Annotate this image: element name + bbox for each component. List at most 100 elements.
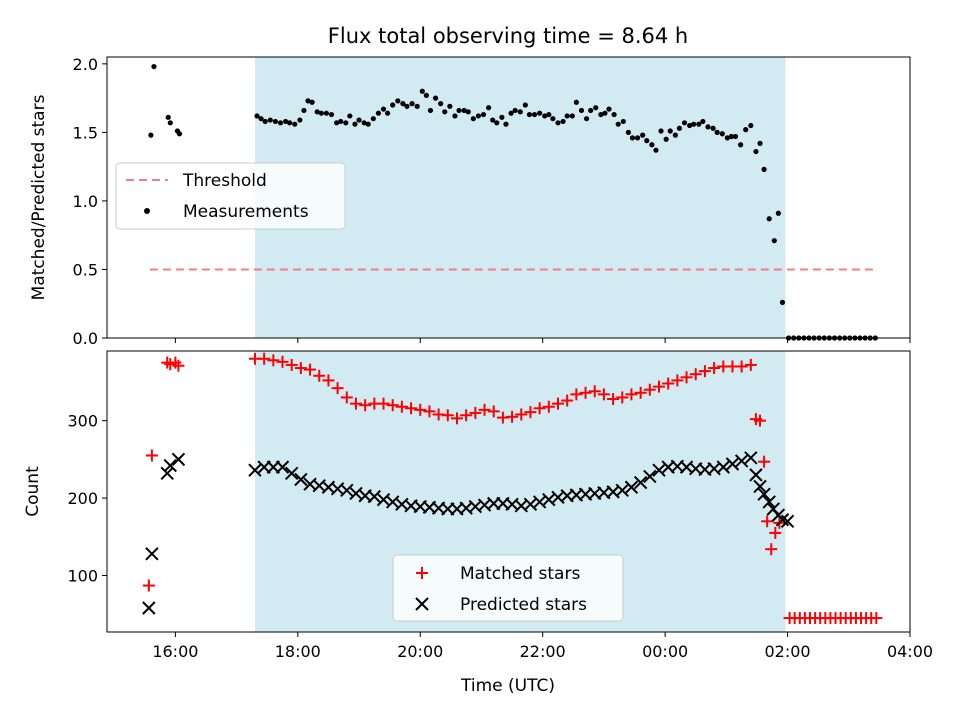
measurement-point (757, 140, 763, 146)
measurement-point (465, 109, 471, 115)
matched-star-point (708, 362, 721, 375)
measurement-point (490, 117, 496, 123)
measurement-point (634, 135, 641, 141)
matched-star-point (616, 391, 629, 404)
measurement-point (602, 110, 608, 116)
measurement-point (287, 120, 293, 126)
matched-star-point (607, 392, 620, 405)
measurement-point (318, 110, 324, 116)
matched-star-point (441, 409, 454, 422)
matched-star-point (164, 358, 177, 371)
measurement-point (560, 118, 566, 125)
matched-star-point (349, 397, 362, 410)
measurement-point (705, 124, 711, 130)
matched-star-point (570, 388, 583, 401)
matched-star-point (735, 360, 748, 373)
measurement-point (672, 132, 678, 138)
bottom-y-tick-label: 200 (67, 489, 98, 508)
matched-star-point (634, 386, 647, 399)
predicted-star-point (753, 479, 767, 494)
bottom-y-axis-label: Count (23, 466, 43, 517)
matched-star-point (414, 403, 427, 416)
measurement-point (503, 121, 509, 127)
measurement-point (653, 147, 659, 153)
measurement-point (555, 120, 561, 126)
predicted-star-point (725, 457, 740, 471)
matched-star-point (870, 612, 883, 625)
matched-star-point (761, 515, 774, 528)
measurement-point (728, 133, 735, 140)
predicted-star-point (734, 454, 749, 468)
bottom-x-axis: 16:00 18:00 20:00 22:00 00:00 02:00 04:00 (152, 632, 933, 661)
top-y-tick-label: 1.5 (73, 123, 98, 142)
matched-stars-points (142, 352, 883, 625)
legend-threshold-label: Threshold (182, 171, 267, 191)
predicted-star-point (744, 451, 758, 465)
matched-star-point (698, 365, 711, 378)
measurement-point (649, 142, 655, 148)
measurement-point (151, 63, 157, 70)
measurement-point (542, 113, 548, 119)
measurement-point (258, 116, 264, 122)
measurement-point (277, 120, 284, 126)
matched-star-point (377, 397, 390, 410)
measurement-point (738, 142, 744, 148)
measurement-point (676, 125, 683, 131)
measurement-point (442, 109, 448, 115)
measurement-point (328, 111, 335, 118)
measurement-point (176, 131, 183, 137)
measurement-point (452, 113, 458, 119)
measurement-point (400, 101, 406, 107)
measurement-point (681, 120, 688, 126)
measurement-point (687, 122, 693, 129)
measurement-point (761, 166, 767, 172)
measurement-point (550, 116, 556, 122)
measurement-point (620, 118, 626, 125)
measurement-point (700, 118, 706, 125)
matched-star-point (267, 354, 280, 367)
measurement-point (438, 101, 444, 107)
predicted-star-point (145, 547, 159, 561)
measurement-point (361, 120, 367, 126)
measurement-point (486, 105, 492, 111)
bottom-x-tick-label: 20:00 (397, 642, 443, 661)
measurement-point (385, 110, 391, 116)
measurement-point (526, 111, 533, 118)
measurement-point (517, 109, 523, 115)
measurement-point (380, 106, 387, 112)
measurement-point (748, 122, 754, 129)
bottom-legend-box (392, 554, 624, 622)
measurement-point (537, 110, 543, 116)
predicted-star-point (294, 472, 308, 487)
top-y-axis: 0.0 0.5 1.0 1.5 2.0 (73, 55, 107, 348)
measurement-point (644, 138, 650, 144)
measurement-point (470, 116, 476, 122)
bottom-y-tick-label: 100 (67, 566, 98, 585)
predicted-star-point (762, 495, 776, 509)
measurement-point (771, 238, 777, 244)
matched-star-point (359, 399, 372, 412)
bottom-y-axis: 100 200 300 (67, 412, 107, 585)
predicted-star-point (615, 483, 629, 498)
legend-predicted-swatch (415, 597, 429, 611)
predicted-star-point (171, 452, 186, 467)
measurement-point (333, 120, 340, 126)
matched-star-point (294, 362, 307, 375)
measurement-point (625, 129, 631, 135)
matched-star-point (276, 355, 289, 368)
predicted-star-point (367, 489, 382, 504)
matched-star-point (460, 409, 473, 422)
top-legend: Threshold Measurements (115, 162, 346, 230)
matched-star-point (340, 391, 353, 404)
matched-star-point (769, 526, 782, 539)
measurement-point (512, 107, 518, 114)
measurement-point (292, 121, 298, 127)
measurement-point (766, 216, 772, 222)
measurement-point (667, 128, 673, 134)
matched-star-point (542, 400, 555, 413)
matched-star-point (331, 382, 344, 395)
matched-star-point (533, 402, 546, 415)
bottom-x-tick-label: 22:00 (520, 642, 566, 661)
matched-star-point (386, 399, 399, 412)
